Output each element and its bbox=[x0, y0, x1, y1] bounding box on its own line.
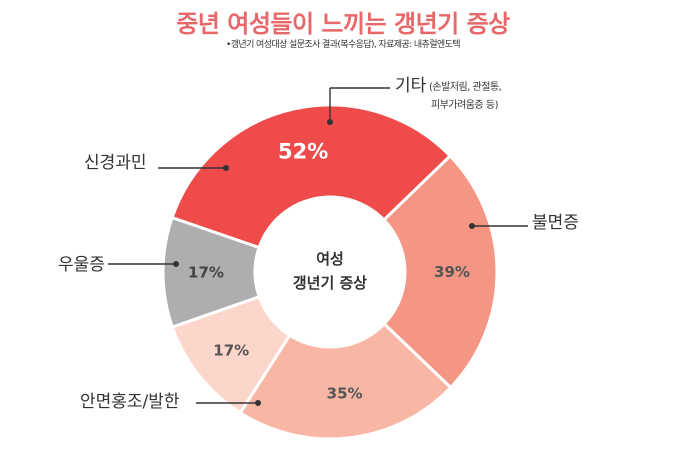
chart-title: 중년 여성들이 느끼는 갱년기 증상 bbox=[176, 10, 510, 38]
slice-value-label-2: 35% bbox=[327, 384, 363, 402]
chart-subtitle: •갱년기 여성대상 설문조사 결과(복수응답), 자료제공: 내츄럴엔도텍 bbox=[226, 40, 460, 50]
center-label-line-2: 갱년기 증상 bbox=[293, 274, 367, 292]
center-label-line-1: 여성 bbox=[316, 250, 344, 268]
slice-category-label-1: 안면홍조/발한 bbox=[80, 392, 180, 412]
slice-value-label-4: 17% bbox=[188, 264, 224, 282]
slice-0 bbox=[170, 103, 453, 250]
slice-category-label-4: 기타 bbox=[395, 76, 427, 96]
slice-category-label-0: 불면증 bbox=[532, 213, 579, 233]
slice-category-label-3: 신경과민 bbox=[84, 153, 147, 173]
leader-dot-1 bbox=[255, 400, 261, 406]
slice-category-label-2: 우울증 bbox=[58, 255, 105, 275]
slice-1 bbox=[381, 153, 499, 390]
slice-value-label-0: 52% bbox=[278, 139, 328, 163]
slice-value-label-3: 17% bbox=[213, 341, 249, 359]
leader-dot-4 bbox=[327, 119, 333, 125]
leader-dot-0 bbox=[469, 223, 475, 229]
slice-4 bbox=[161, 215, 262, 329]
slice-label-note-line-2: 피부가려움증 등) bbox=[431, 99, 499, 111]
leader-dot-2 bbox=[173, 261, 179, 267]
slice-label-note-line-1: (손발저림, 관절통, bbox=[429, 80, 502, 93]
slice-2 bbox=[238, 321, 453, 441]
slice-value-label-1: 39% bbox=[434, 263, 470, 281]
leader-dot-3 bbox=[223, 165, 229, 171]
